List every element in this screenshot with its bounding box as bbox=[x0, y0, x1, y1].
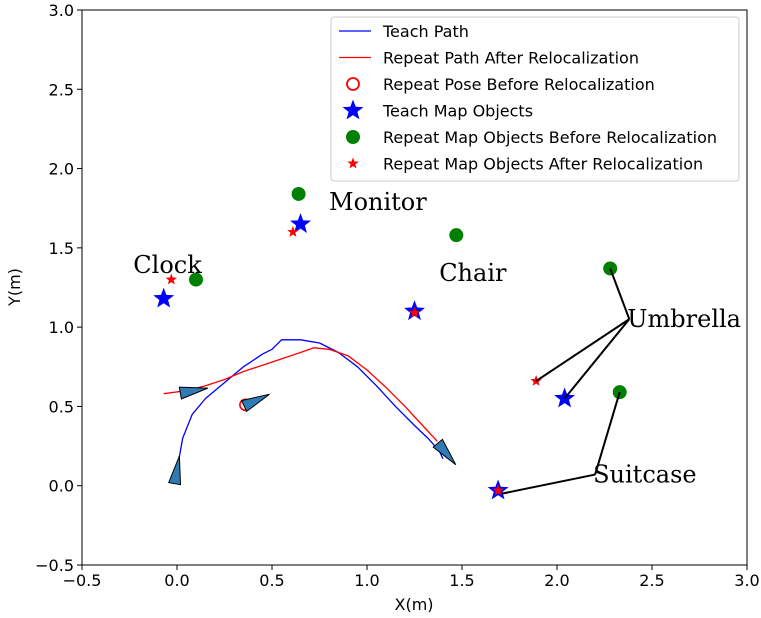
repeat-after-object-marker bbox=[492, 484, 504, 496]
x-tick-label: 1.5 bbox=[449, 571, 474, 590]
y-tick-label: −0.5 bbox=[35, 556, 74, 575]
repeat-before-object-marker bbox=[449, 228, 464, 243]
y-tick-label: 0.0 bbox=[49, 477, 74, 496]
legend-entry-label: Teach Path bbox=[382, 22, 469, 41]
legend-circle-swatch bbox=[346, 130, 360, 144]
x-tick-label: 1.0 bbox=[354, 571, 379, 590]
repeat-after-object-marker bbox=[287, 226, 299, 237]
legend-open-circle-swatch bbox=[346, 77, 360, 91]
annotation-leader-line bbox=[535, 318, 630, 382]
repeat-after-object-marker bbox=[165, 273, 178, 285]
x-axis-label: X(m) bbox=[394, 595, 433, 614]
x-tick-label: 0.5 bbox=[259, 571, 284, 590]
annotation-label: Umbrella bbox=[627, 305, 741, 333]
pose-arrow bbox=[432, 438, 457, 466]
y-tick-label: 2.5 bbox=[49, 80, 74, 99]
pose-arrow bbox=[240, 393, 270, 413]
y-tick-label: 1.5 bbox=[49, 239, 74, 258]
x-tick-label: 3.0 bbox=[734, 571, 759, 590]
repeat-path-line bbox=[163, 347, 438, 442]
x-tick-label: 0.0 bbox=[164, 571, 189, 590]
pose-arrow bbox=[178, 386, 209, 400]
annotation-leader-line bbox=[563, 318, 631, 400]
repeat-after-object-marker bbox=[408, 306, 421, 318]
legend-entry-label: Teach Map Objects bbox=[382, 102, 533, 121]
y-tick-label: 3.0 bbox=[49, 1, 74, 20]
annotation-leader-line bbox=[594, 391, 621, 475]
teach-path-line bbox=[176, 339, 444, 481]
x-tick-label: 2.5 bbox=[639, 571, 664, 590]
annotation-label: Suitcase bbox=[593, 461, 697, 489]
annotation-label: Clock bbox=[133, 251, 202, 279]
annotation-label: Chair bbox=[439, 259, 507, 287]
annotations-layer: Clock Monitor Chair Umbrella Suitcase bbox=[133, 188, 741, 495]
pose-arrows bbox=[168, 386, 457, 486]
legend-small-star-swatch bbox=[347, 157, 359, 169]
legend-box bbox=[330, 16, 740, 182]
legend-entry-label: Repeat Pose Before Relocalization bbox=[383, 75, 655, 94]
y-tick-label: 1.0 bbox=[49, 318, 74, 337]
annotation-label: Monitor bbox=[329, 188, 427, 216]
legend-entry-label: Repeat Map Objects After Relocalization bbox=[383, 155, 703, 174]
y-tick-label: 0.5 bbox=[49, 397, 74, 416]
y-axis-label: Y(m) bbox=[5, 268, 24, 307]
teach-object-marker bbox=[153, 287, 175, 308]
teach-object-marker bbox=[290, 213, 311, 233]
annotation-leader-line bbox=[501, 473, 596, 495]
legend-entry-label: Repeat Map Objects Before Relocalization bbox=[383, 128, 717, 147]
pose-arrow bbox=[168, 455, 182, 486]
plot-frame bbox=[81, 9, 748, 566]
x-tick-label: 2.0 bbox=[544, 571, 569, 590]
legend: Teach Path Repeat Path After Relocalizati… bbox=[330, 16, 740, 182]
repeat-before-object-marker bbox=[291, 186, 306, 201]
legend-star-swatch bbox=[342, 99, 364, 120]
repeat-before-object-marker bbox=[189, 272, 203, 287]
axis-ticks: −0.5 0.0 0.5 1.0 1.5 2.0 2.5 3.0 −0.5 0.0 0.5 1.0 1.… bbox=[35, 1, 760, 590]
y-tick-label: 2.0 bbox=[49, 160, 74, 179]
legend-entry-label: Repeat Path After Relocalization bbox=[383, 49, 639, 68]
annotation-leader-line bbox=[609, 268, 631, 320]
x-tick-label: −0.5 bbox=[63, 571, 102, 590]
